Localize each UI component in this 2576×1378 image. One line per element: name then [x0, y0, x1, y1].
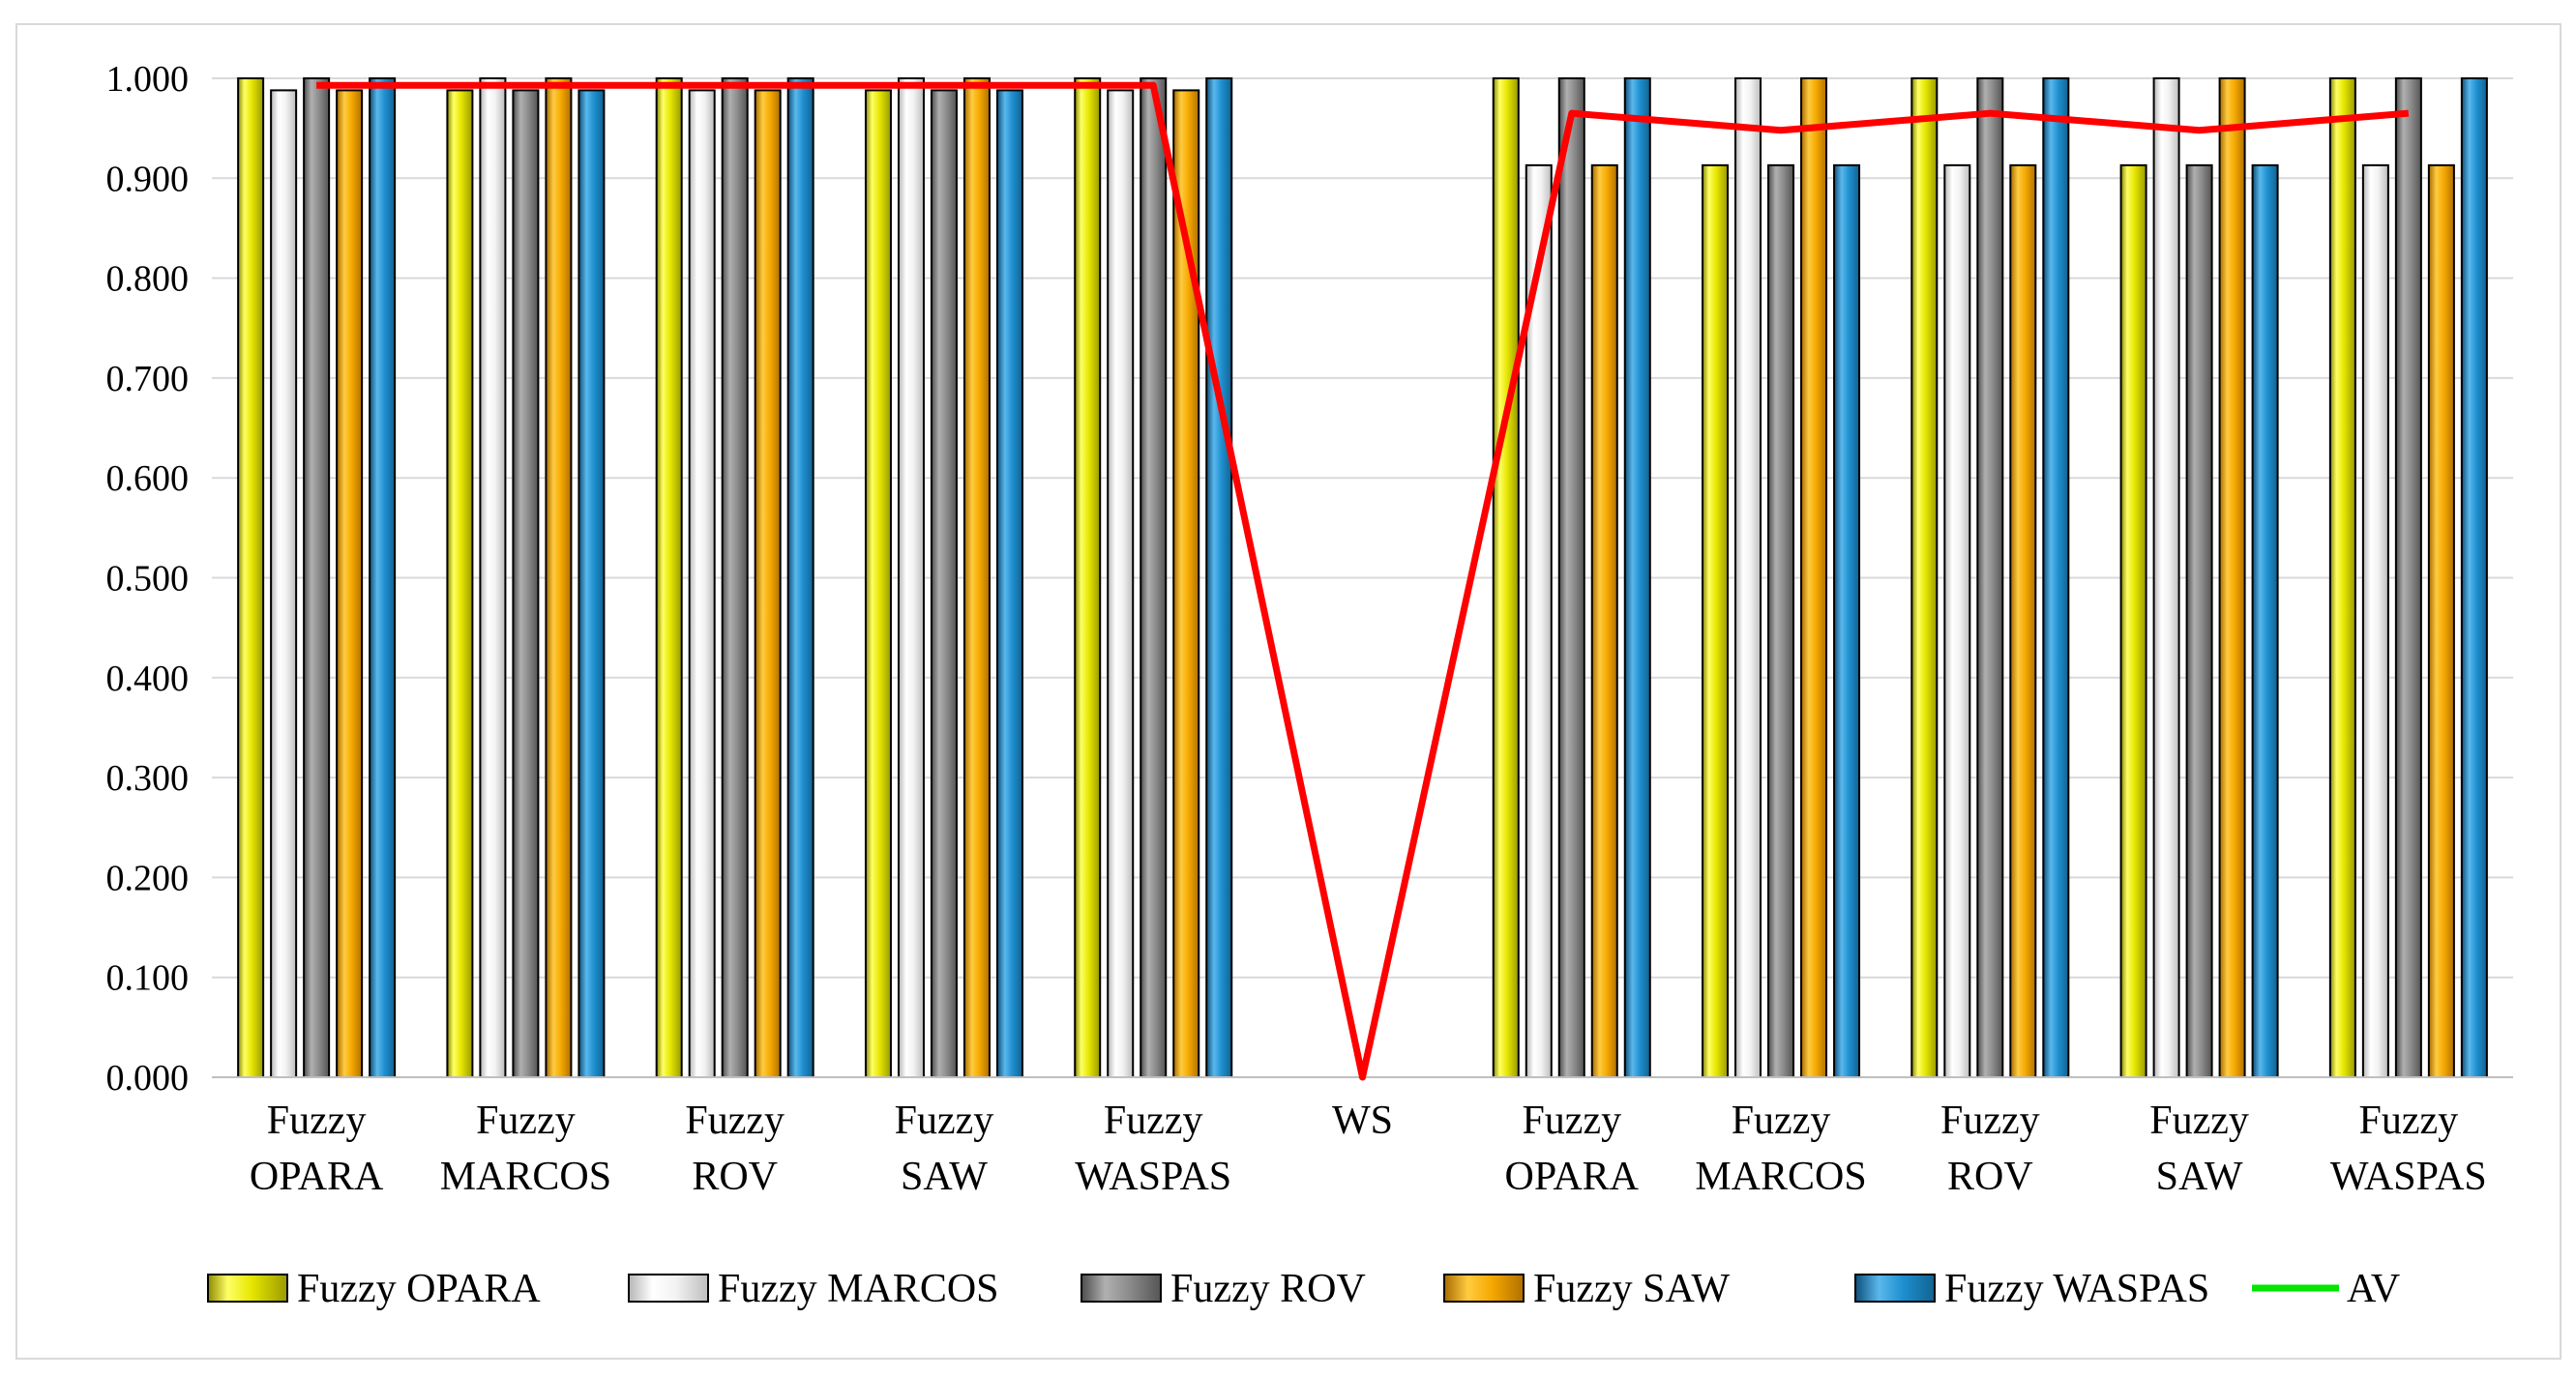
- bar-fuzzy-waspas: [995, 89, 1023, 1078]
- bar-fuzzy-marcos: [270, 89, 298, 1078]
- x-tick-label: Fuzzy: [2149, 1099, 2249, 1143]
- bar-fuzzy-opara: [2328, 77, 2356, 1078]
- bars: [237, 77, 2488, 1079]
- x-tick-label: ROV: [1947, 1155, 2033, 1199]
- x-axis-labels: Fuzzy OPARA Fuzzy MARCOS Fuzzy ROV Fuzzy SAW Fuz…: [250, 1099, 2487, 1199]
- x-tick-label: Fuzzy: [1104, 1099, 1203, 1143]
- bar-fuzzy-rov: [1767, 163, 1795, 1079]
- av-line: [316, 81, 2410, 1081]
- bar-fuzzy-rov: [512, 89, 540, 1078]
- bar-fuzzy-opara: [446, 89, 474, 1078]
- bar-fuzzy-waspas: [369, 77, 397, 1078]
- x-tick-label: Fuzzy: [685, 1099, 785, 1143]
- bar-fuzzy-rov: [1976, 77, 2004, 1078]
- bar-fuzzy-rov: [930, 89, 958, 1078]
- x-tick-label: OPARA: [1505, 1155, 1640, 1199]
- x-tick-label: SAW: [901, 1155, 988, 1199]
- bar-fuzzy-waspas: [1205, 77, 1233, 1078]
- x-tick-label: Fuzzy: [267, 1099, 367, 1143]
- x-tick-label: SAW: [2156, 1155, 2243, 1199]
- bar-fuzzy-marcos: [1943, 163, 1971, 1079]
- bar-fuzzy-marcos: [479, 77, 507, 1078]
- y-tick-label: 0.200: [106, 858, 190, 898]
- bar-fuzzy-waspas: [1623, 77, 1651, 1078]
- bar-fuzzy-rov: [2185, 163, 2213, 1079]
- y-tick-label: 0.400: [106, 659, 190, 699]
- bar-fuzzy-waspas: [2251, 163, 2279, 1079]
- x-tick-label: WASPAS: [1075, 1155, 1231, 1199]
- x-tick-label: ROV: [692, 1155, 778, 1199]
- legend-swatch: [207, 1274, 288, 1303]
- legend: Fuzzy OPARA Fuzzy MARCOS Fuzzy ROV Fuzzy SA…: [207, 1267, 2400, 1311]
- bar-fuzzy-rov: [2394, 77, 2422, 1078]
- legend-swatch: [1443, 1274, 1525, 1303]
- bar-fuzzy-marcos: [1107, 89, 1135, 1078]
- bar-fuzzy-marcos: [2361, 163, 2389, 1079]
- y-tick-label: 1.000: [106, 59, 190, 100]
- bar-fuzzy-opara: [1492, 77, 1520, 1078]
- bar-fuzzy-saw: [2218, 77, 2246, 1078]
- x-tick-label: Fuzzy: [476, 1099, 576, 1143]
- bar-fuzzy-marcos: [1734, 77, 1762, 1078]
- x-tick-label: Fuzzy: [895, 1099, 994, 1143]
- bar-fuzzy-marcos: [897, 77, 925, 1078]
- bar-fuzzy-waspas: [2460, 77, 2488, 1078]
- x-tick-label: Fuzzy: [2359, 1099, 2459, 1143]
- bar-fuzzy-waspas: [786, 77, 814, 1078]
- bar-fuzzy-rov: [721, 77, 749, 1078]
- bar-fuzzy-rov: [1140, 77, 1168, 1078]
- x-tick-label: Fuzzy: [1940, 1099, 2040, 1143]
- bar-fuzzy-saw: [1800, 77, 1828, 1078]
- y-tick-label: 0.600: [106, 458, 190, 499]
- legend-label: Fuzzy MARCOS: [718, 1267, 999, 1311]
- bar-fuzzy-rov: [1557, 77, 1585, 1078]
- bar-fuzzy-saw: [545, 77, 573, 1078]
- chart-area: 0.000 0.100 0.200 0.300 0.400 0.500 0.600 0.700…: [106, 59, 2513, 1311]
- bar-fuzzy-rov: [303, 77, 331, 1078]
- bar-fuzzy-saw: [754, 89, 782, 1078]
- y-tick-label: 0.000: [106, 1058, 190, 1099]
- av-line-path: [316, 81, 2410, 1081]
- x-tick-label: OPARA: [250, 1155, 384, 1199]
- legend-swatch: [1854, 1274, 1936, 1303]
- bar-fuzzy-opara: [1910, 77, 1939, 1078]
- y-tick-label: 0.900: [106, 159, 190, 199]
- y-tick-label: 0.800: [106, 259, 190, 300]
- bar-fuzzy-saw: [2427, 163, 2455, 1079]
- bar-fuzzy-opara: [1074, 77, 1102, 1078]
- bar-fuzzy-saw: [1590, 163, 1618, 1079]
- legend-label: Fuzzy WASPAS: [1944, 1267, 2209, 1311]
- x-tick-label: WASPAS: [2330, 1155, 2487, 1199]
- bar-fuzzy-opara: [655, 77, 683, 1078]
- y-tick-label: 0.100: [106, 958, 190, 999]
- y-tick-label: 0.300: [106, 758, 190, 799]
- x-tick-label: Fuzzy: [1732, 1099, 1831, 1143]
- x-tick-label: WS: [1332, 1099, 1393, 1143]
- legend-swatch: [1081, 1274, 1162, 1303]
- bar-fuzzy-opara: [237, 77, 265, 1078]
- y-tick-label: 0.500: [106, 559, 190, 600]
- bar-fuzzy-marcos: [2152, 77, 2180, 1078]
- y-tick-label: 0.700: [106, 359, 190, 399]
- bar-fuzzy-waspas: [2042, 77, 2070, 1078]
- x-tick-label: MARCOS: [440, 1155, 611, 1199]
- legend-label: Fuzzy OPARA: [297, 1267, 541, 1311]
- legend-swatch: [628, 1274, 709, 1303]
- chart-frame: 0.000 0.100 0.200 0.300 0.400 0.500 0.600 0.700…: [15, 23, 2561, 1360]
- bar-fuzzy-saw: [336, 89, 364, 1078]
- bar-fuzzy-waspas: [577, 89, 606, 1078]
- legend-label: Fuzzy ROV: [1170, 1267, 1366, 1311]
- legend-label: AV: [2347, 1267, 2400, 1311]
- x-tick-label: MARCOS: [1695, 1155, 1866, 1199]
- bar-fuzzy-waspas: [1833, 163, 1861, 1079]
- bar-fuzzy-saw: [962, 77, 991, 1078]
- bar-fuzzy-opara: [864, 89, 892, 1078]
- x-tick-label: Fuzzy: [1522, 1099, 1621, 1143]
- bar-fuzzy-saw: [2009, 163, 2037, 1079]
- bar-fuzzy-opara: [2119, 163, 2147, 1079]
- y-axis-ticks: 0.000 0.100 0.200 0.300 0.400 0.500 0.600 0.700…: [106, 59, 190, 1099]
- bar-fuzzy-opara: [1702, 163, 1730, 1079]
- bar-fuzzy-marcos: [688, 89, 716, 1078]
- legend-label: Fuzzy SAW: [1533, 1267, 1730, 1311]
